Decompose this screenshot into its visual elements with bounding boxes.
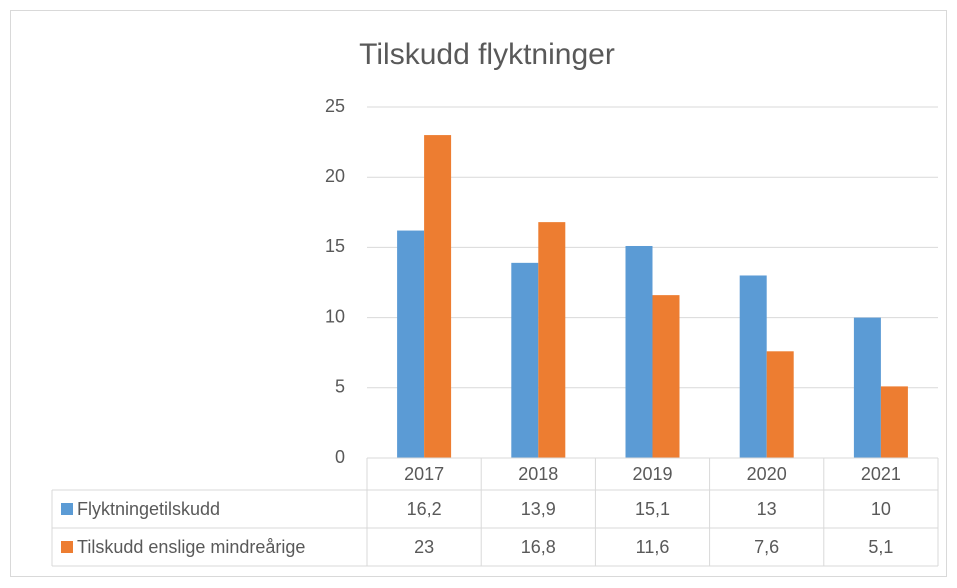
legend-swatch	[61, 503, 73, 515]
x-tick-label: 2021	[861, 464, 901, 484]
data-table-value: 16,2	[407, 499, 442, 519]
bar	[397, 230, 425, 458]
bar	[766, 351, 794, 458]
y-tick-label: 5	[335, 377, 345, 397]
bar	[880, 386, 908, 458]
bar	[739, 275, 767, 458]
bar	[625, 245, 653, 458]
y-tick-label: 0	[335, 447, 345, 467]
data-table-value: 11,6	[636, 537, 670, 557]
x-tick-label: 2020	[747, 464, 787, 484]
chart-border	[10, 10, 947, 577]
y-tick-label: 10	[325, 306, 345, 326]
legend-swatch	[61, 541, 73, 553]
data-table-value: 7,6	[754, 537, 779, 557]
y-tick-label: 20	[325, 166, 345, 186]
bar	[538, 222, 566, 458]
y-tick-label: 15	[325, 236, 345, 256]
y-tick-label: 25	[325, 96, 345, 116]
data-table-value: 10	[871, 499, 891, 519]
bar	[652, 295, 680, 458]
legend-label: Flyktningetilskudd	[77, 499, 220, 519]
chart-title: Tilskudd flyktninger	[359, 38, 615, 71]
bar	[424, 135, 452, 458]
data-table-value: 23	[414, 537, 434, 557]
legend-label: Tilskudd enslige mindreårige	[77, 537, 305, 557]
data-table-value: 13,9	[521, 499, 556, 519]
data-table-value: 13	[757, 499, 777, 519]
x-tick-label: 2018	[518, 464, 558, 484]
x-tick-label: 2019	[632, 464, 672, 484]
data-table-value: 15,1	[635, 499, 670, 519]
x-tick-label: 2017	[404, 464, 444, 484]
bar	[853, 317, 881, 458]
data-table-value: 16,8	[521, 537, 556, 557]
bar	[511, 262, 539, 458]
data-table-value: 5,1	[868, 537, 893, 557]
